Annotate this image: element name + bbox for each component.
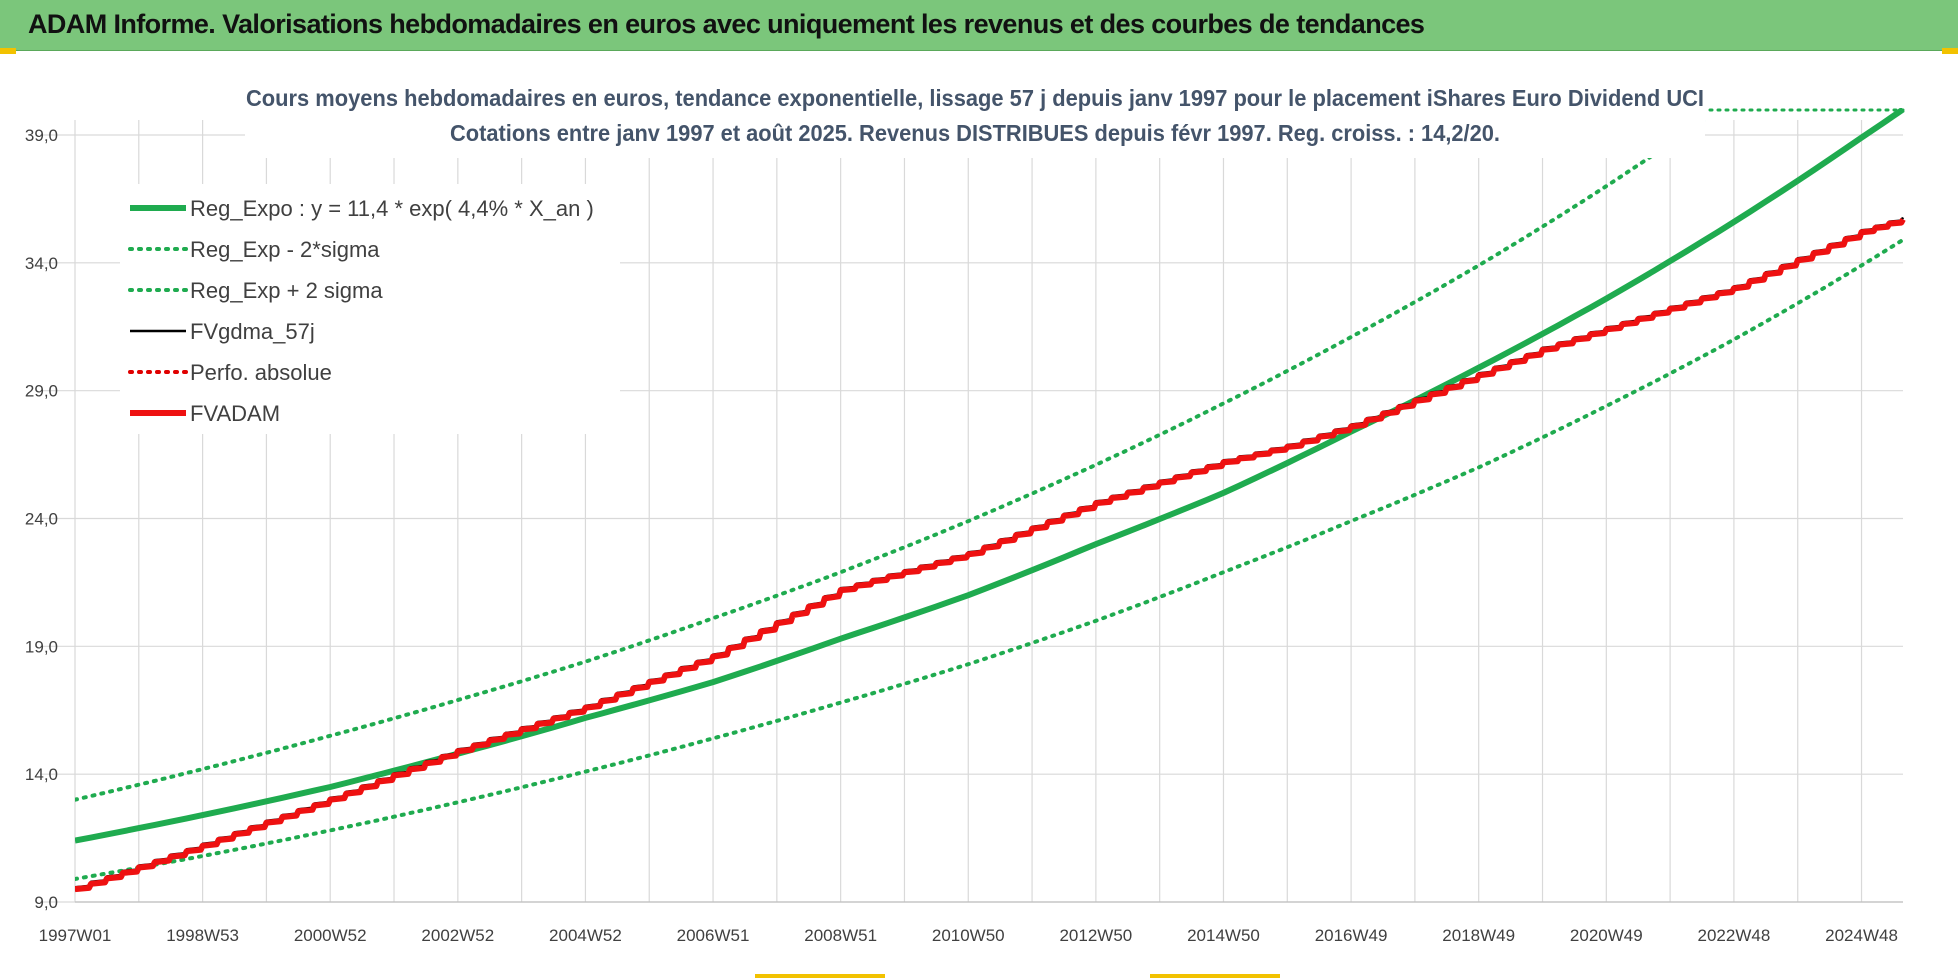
bottom-marker bbox=[755, 974, 885, 978]
x-tick-label: 2024W48 bbox=[1825, 926, 1898, 945]
header-title: ADAM Informe. Valorisations hebdomadaire… bbox=[28, 9, 1425, 39]
x-tick-label: 2012W50 bbox=[1059, 926, 1132, 945]
x-tick-label: 2002W52 bbox=[421, 926, 494, 945]
x-tick-label: 2014W50 bbox=[1187, 926, 1260, 945]
header-bar: ADAM Informe. Valorisations hebdomadaire… bbox=[0, 0, 1958, 51]
corner-marker bbox=[1942, 48, 1958, 54]
x-tick-label: 2016W49 bbox=[1315, 926, 1388, 945]
chart-title: Cours moyens hebdomadaires en euros, ten… bbox=[246, 85, 1704, 111]
y-tick-label: 24,0 bbox=[25, 510, 58, 529]
x-tick-label: 2006W51 bbox=[677, 926, 750, 945]
reg-expo-line bbox=[75, 108, 1905, 844]
legend-label: Reg_Exp + 2 sigma bbox=[190, 278, 383, 303]
x-tick-label: 1998W53 bbox=[166, 926, 239, 945]
corner-marker bbox=[0, 48, 16, 54]
x-tick-label: 2010W50 bbox=[932, 926, 1005, 945]
x-tick-label: 2020W49 bbox=[1570, 926, 1643, 945]
y-tick-label: 39,0 bbox=[25, 126, 58, 145]
x-tick-label: 2008W51 bbox=[804, 926, 877, 945]
y-tick-label: 9,0 bbox=[34, 893, 58, 912]
x-tick-label: 2004W52 bbox=[549, 926, 622, 945]
legend-label: FVADAM bbox=[190, 401, 280, 426]
reg-plus-sigma-line bbox=[75, 115, 1711, 802]
legend-label: Reg_Exp - 2*sigma bbox=[190, 237, 380, 262]
bottom-marker bbox=[1150, 974, 1280, 978]
x-tick-label: 2000W52 bbox=[294, 926, 367, 945]
chart-subtitle: Cotations entre janv 1997 et août 2025. … bbox=[450, 120, 1500, 146]
legend-label: Perfo. absolue bbox=[190, 360, 332, 385]
chart-titles: Cours moyens hebdomadaires en euros, ten… bbox=[245, 80, 1705, 158]
y-tick-label: 19,0 bbox=[25, 637, 58, 656]
y-tick-label: 34,0 bbox=[25, 254, 58, 273]
x-tick-label: 2018W49 bbox=[1442, 926, 1515, 945]
axis-labels: 9,0 14,0 19,0 24,0 29,0 34,0 39,0 1997W01 1998W5… bbox=[25, 126, 1898, 945]
y-tick-label: 29,0 bbox=[25, 382, 58, 401]
y-tick-label: 14,0 bbox=[25, 765, 58, 784]
title-background bbox=[245, 80, 1705, 158]
legend-background bbox=[120, 184, 620, 434]
x-tick-label: 2022W48 bbox=[1698, 926, 1771, 945]
reg-minus-sigma-line bbox=[75, 237, 1905, 881]
legend-label: Reg_Expo : y = 11,4 * exp( 4,4% * X_an ) bbox=[190, 196, 594, 221]
series-lines bbox=[75, 108, 1906, 893]
x-tick-label: 1997W01 bbox=[39, 926, 112, 945]
legend-label: FVgdma_57j bbox=[190, 319, 315, 344]
fv-adam-line bbox=[75, 217, 1906, 893]
legend: Reg_Expo : y = 11,4 * exp( 4,4% * X_an )… bbox=[120, 184, 620, 434]
